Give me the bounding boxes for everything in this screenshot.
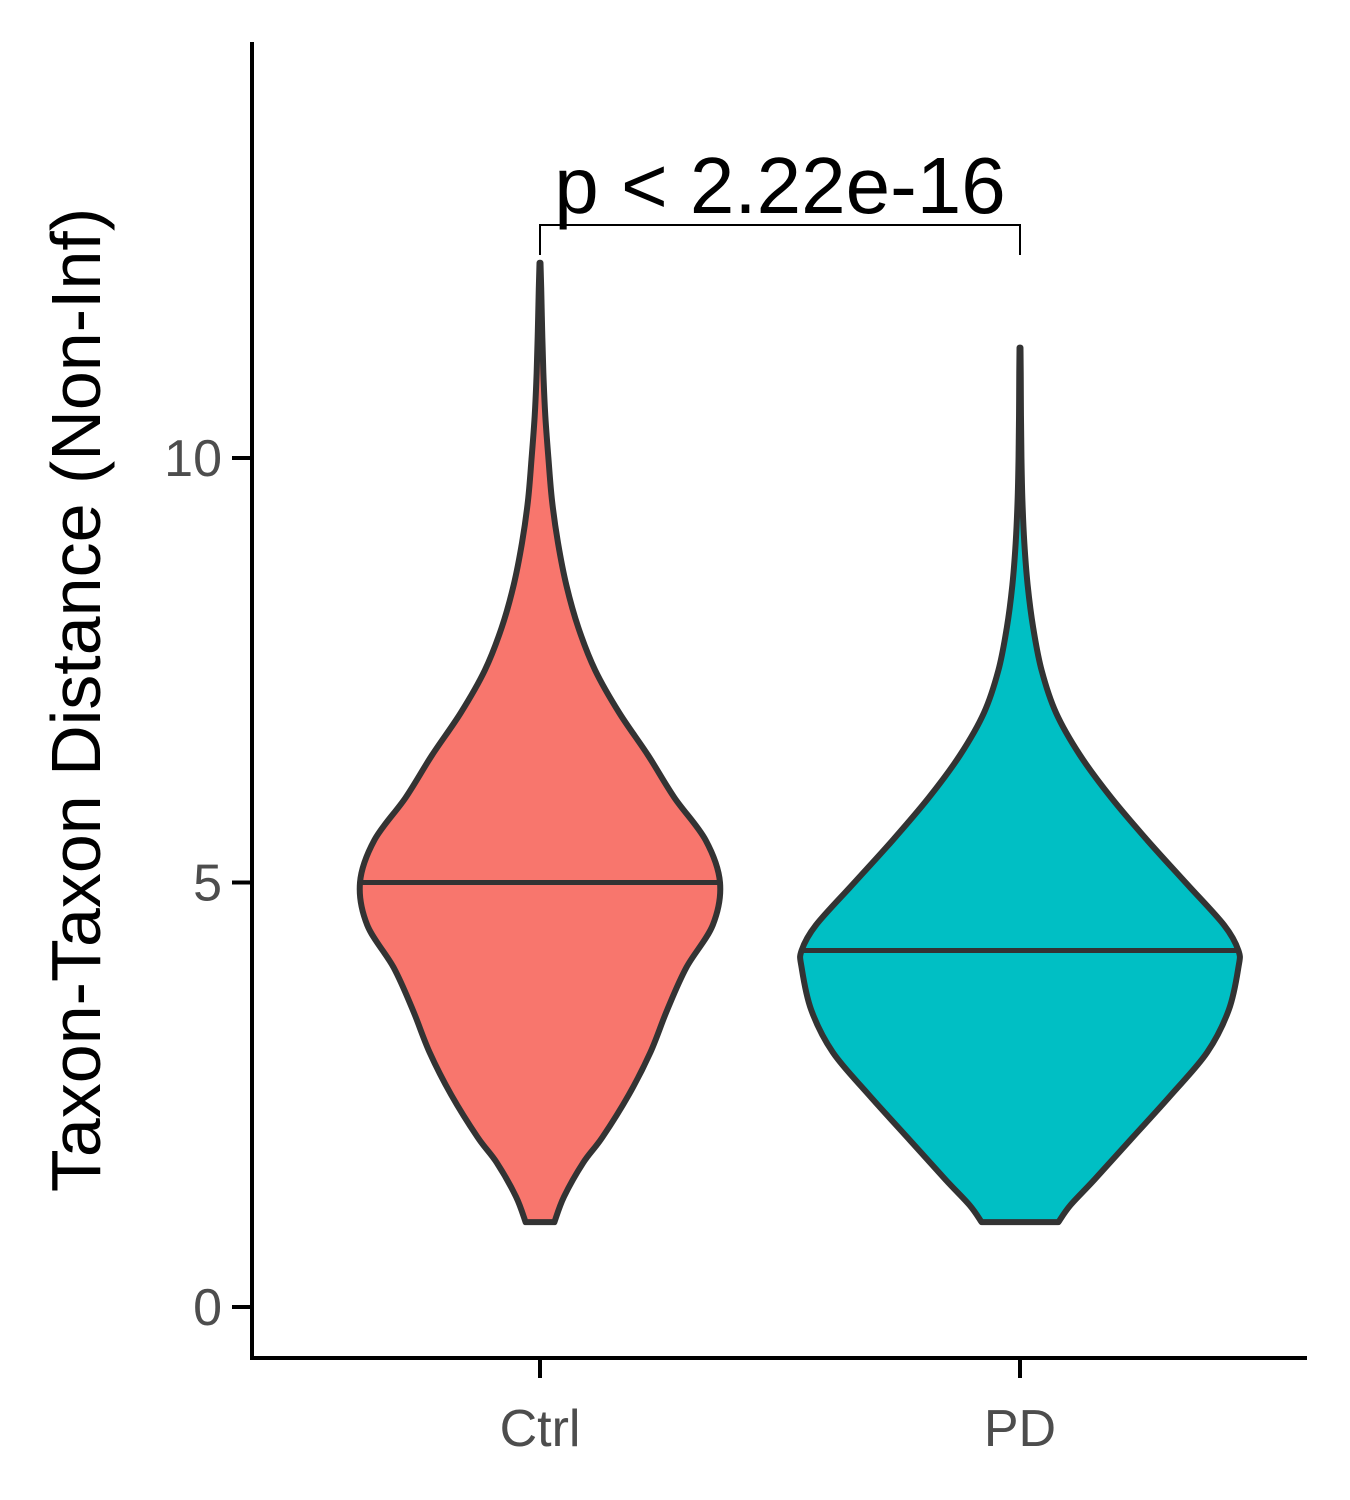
y-axis-title: Taxon-Taxon Distance (Non-Inf) [37, 208, 115, 1192]
violin-pd [797, 344, 1243, 1226]
violins-group [356, 259, 1243, 1226]
y-ticks: 0 5 10 [164, 430, 252, 1337]
x-tick-label: PD [984, 1400, 1056, 1458]
y-tick-label: 5 [193, 855, 222, 913]
x-ticks: Ctrl PD [500, 1358, 1056, 1458]
significance-bracket [539, 224, 1021, 255]
y-tick-label: 0 [193, 1279, 222, 1337]
medians-group [360, 880, 1239, 953]
x-tick-label: Ctrl [500, 1400, 581, 1458]
y-tick-label: 10 [164, 430, 222, 488]
significance-annotation: p < 2.22e-16 [539, 141, 1021, 255]
axes-group [250, 42, 1307, 1360]
violin-ctrl [356, 259, 724, 1226]
p-value-label: p < 2.22e-16 [554, 141, 1005, 230]
